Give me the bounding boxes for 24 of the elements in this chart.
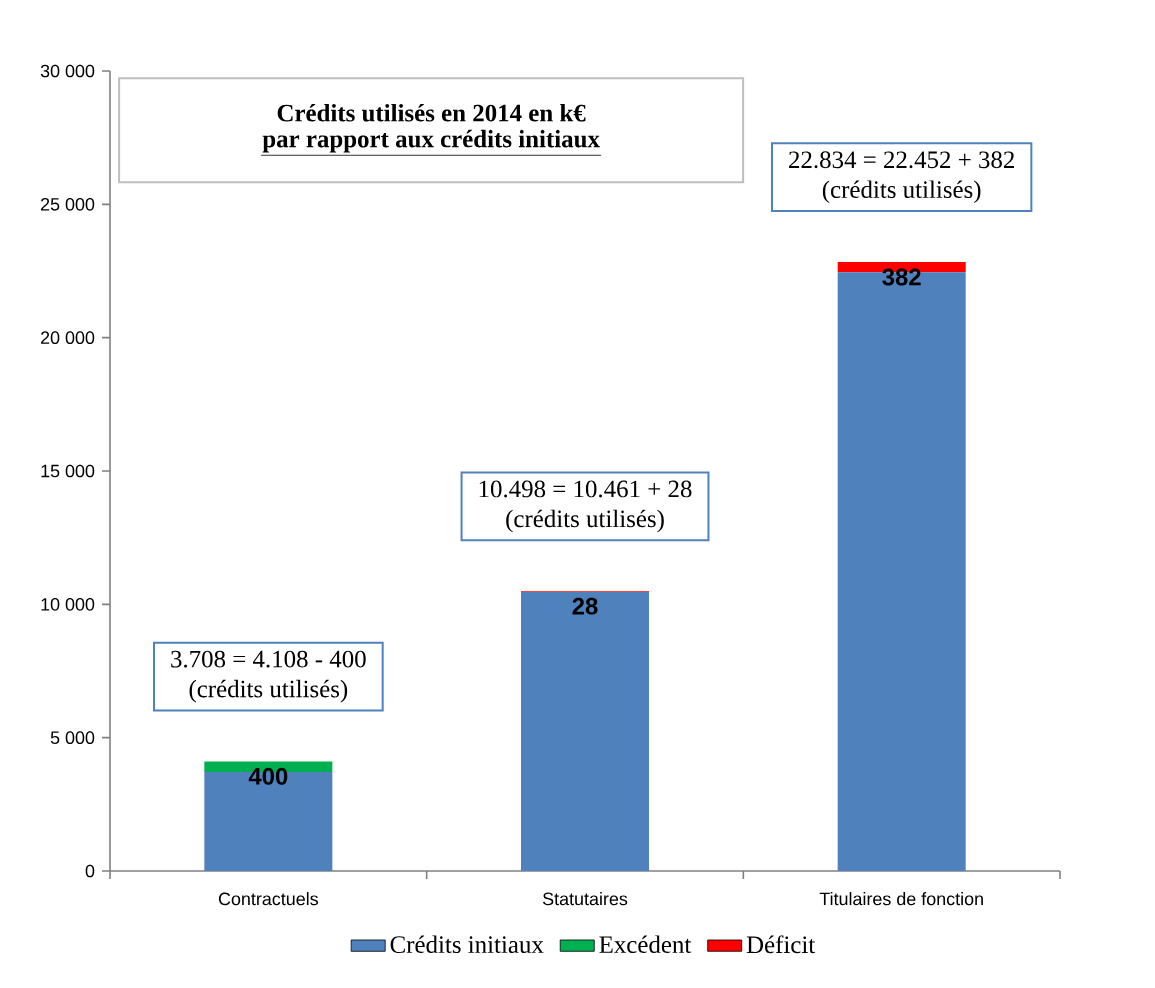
text: Crédits utilisés en 2014 en k€ par rapport aux crédits initiaux: [262, 103, 600, 153]
annotation: (crédits utilisés): [189, 679, 348, 703]
y-tick-label: 5 000: [50, 731, 95, 745]
legend-label: Déficit: [746, 935, 816, 954]
y-tick-label: 30 000: [40, 64, 95, 78]
y-tick-label: 20 000: [41, 331, 95, 345]
x-tick-label: Titulaires de fonction: [819, 892, 983, 906]
x-tick-label: Contractuels: [218, 892, 318, 906]
x-tick-label: Statutaires: [542, 892, 628, 906]
legend-label: Crédits initiaux: [390, 935, 544, 954]
data-label: 400: [248, 767, 288, 785]
legend-label: Excédent: [599, 935, 692, 954]
y-tick-label: 25 000: [41, 197, 95, 211]
data-label: 382: [882, 268, 921, 286]
data-label: 28: [572, 597, 598, 615]
y-tick-label: 10 000: [41, 597, 95, 611]
annotation: 3.708 = 4.108 - 400: [171, 650, 366, 668]
y-tick-label: 15 000: [41, 464, 95, 478]
annotation: (crédits utilisés): [506, 509, 664, 533]
y-tick-label: 0: [85, 864, 95, 878]
bar: [521, 592, 650, 871]
annotation: (crédits utilisés): [822, 180, 981, 204]
annotation: 22.834 = 22.452 + 382: [789, 151, 1014, 169]
annotation: 10.498 = 10.461 + 28: [479, 480, 692, 498]
